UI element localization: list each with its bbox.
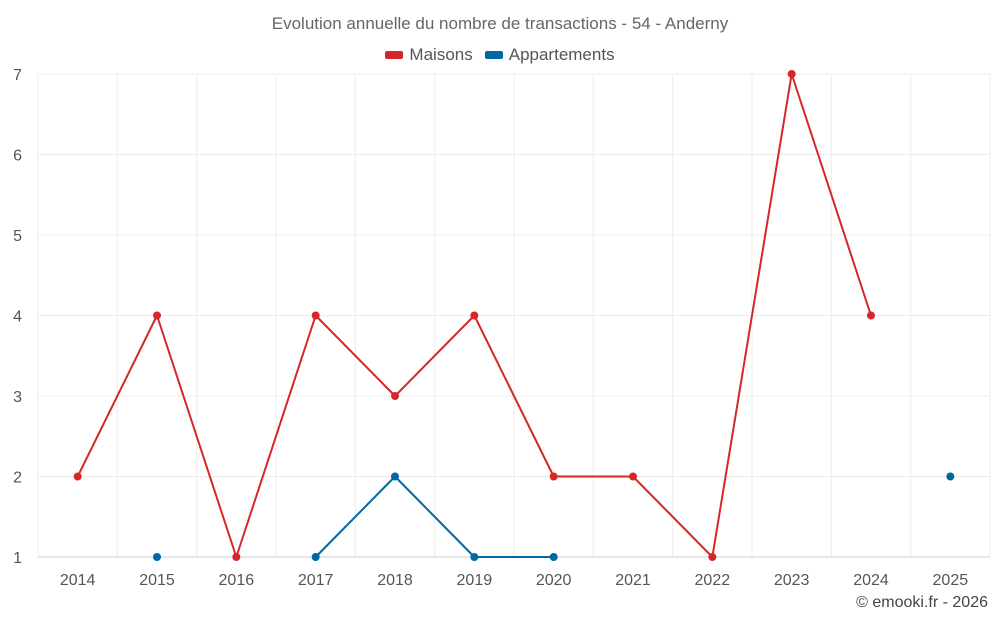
data-point-maisons-2024 [867, 311, 875, 320]
data-point-appartements-2025 [946, 472, 955, 481]
data-point-maisons-2019 [470, 311, 479, 320]
y-tick-label: 4 [13, 309, 22, 326]
y-tick-label: 2 [13, 470, 22, 487]
data-point-maisons-2020 [549, 472, 558, 481]
x-tick-label: 2017 [298, 572, 334, 589]
chart-title: Evolution annuelle du nombre de transact… [271, 14, 729, 33]
data-point-appartements-2015 [153, 553, 161, 561]
data-point-maisons-2018 [391, 392, 399, 400]
legend-swatch-maisons [385, 51, 404, 59]
x-tick-label: 2018 [377, 572, 413, 589]
data-point-maisons-2014 [73, 472, 82, 481]
x-tick-label: 2021 [615, 572, 651, 589]
data-point-appartements-2019 [470, 553, 479, 561]
x-tick-label: 2023 [774, 572, 810, 589]
data-point-maisons-2017 [311, 311, 320, 320]
data-point-maisons-2015 [153, 311, 161, 320]
legend-item-appartements[interactable]: Appartements [484, 45, 615, 65]
y-tick-label: 6 [13, 148, 22, 165]
legend: Maisons Appartements [0, 45, 1000, 65]
y-tick-label: 3 [13, 389, 22, 406]
data-point-maisons-2016 [232, 553, 241, 561]
x-tick-label: 2019 [457, 572, 493, 589]
data-point-maisons-2023 [787, 70, 796, 78]
data-point-maisons-2022 [708, 553, 717, 561]
y-tick-label: 1 [13, 550, 22, 567]
x-tick-label: 2024 [853, 572, 889, 589]
data-point-appartements-2018 [391, 472, 399, 481]
y-tick-label: 7 [13, 67, 22, 84]
legend-label-maisons: Maisons [409, 45, 473, 64]
legend-item-maisons[interactable]: Maisons [385, 45, 473, 65]
x-tick-label: 2022 [695, 572, 731, 589]
x-tick-label: 2015 [139, 572, 175, 589]
data-point-appartements-2020 [549, 553, 558, 561]
credit-text: © emooki.fr - 2026 [856, 594, 988, 611]
legend-swatch-appartements [484, 51, 503, 59]
data-point-maisons-2021 [629, 472, 637, 481]
x-tick-label: 2020 [536, 572, 572, 589]
legend-label-appartements: Appartements [508, 45, 615, 64]
x-tick-label: 2016 [219, 572, 255, 589]
data-point-appartements-2017 [311, 553, 320, 561]
y-tick-label: 5 [13, 228, 22, 245]
x-tick-label: 2025 [933, 572, 969, 589]
x-tick-label: 2014 [60, 572, 96, 589]
series-line-appartements [314, 475, 554, 558]
